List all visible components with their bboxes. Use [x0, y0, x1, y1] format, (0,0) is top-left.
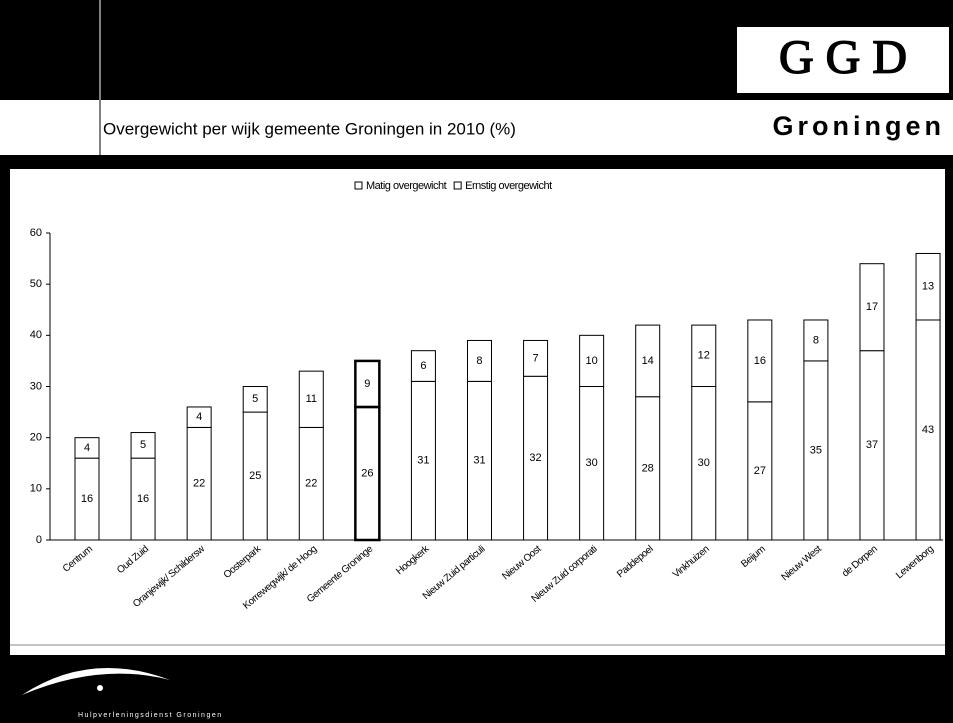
- data-label: 35: [810, 444, 822, 456]
- data-label: 31: [473, 455, 485, 467]
- bar-segment: [130, 432, 156, 459]
- bar-segment: [410, 350, 436, 382]
- data-label: 25: [249, 470, 261, 482]
- data-label: 16: [81, 493, 93, 505]
- footer-band: [0, 655, 953, 723]
- data-label: 4: [84, 442, 90, 454]
- left-border: [0, 169, 10, 655]
- legend: Matig overgewicht Ernstig overgewicht: [354, 180, 553, 192]
- data-label: 8: [476, 355, 482, 367]
- bar-segment: [691, 324, 717, 388]
- bar-segment: [354, 405, 381, 542]
- data-label: 22: [305, 478, 317, 490]
- bar-segment: [691, 386, 717, 541]
- y-tick-label: 60: [30, 227, 42, 239]
- bar-segment: [354, 359, 381, 409]
- data-label: 43: [922, 424, 934, 436]
- logo: G G D: [779, 31, 907, 84]
- separator-band: [0, 155, 953, 169]
- data-label: 10: [586, 355, 598, 367]
- data-label: 30: [586, 457, 598, 469]
- y-tick-label: 20: [30, 432, 42, 444]
- bar-segment: [859, 350, 885, 541]
- data-label: 9: [364, 378, 370, 390]
- footer-logo-dot: [97, 685, 103, 691]
- data-label: 26: [361, 467, 373, 479]
- bar-segment: [74, 437, 100, 459]
- bar-segment: [242, 386, 268, 413]
- bar-segment: [915, 252, 941, 321]
- y-tick-label: 10: [30, 483, 42, 495]
- data-label: 8: [813, 334, 819, 346]
- legend-label: Matig overgewicht: [366, 180, 447, 192]
- data-label: 37: [866, 439, 878, 451]
- data-label: 4: [196, 411, 202, 423]
- bar-segment: [635, 324, 661, 398]
- x-tick-label: Beijum: [739, 544, 767, 570]
- x-tick-label: Oud Zuid: [115, 544, 151, 576]
- bar-segment: [579, 386, 605, 541]
- data-label: 17: [866, 301, 878, 313]
- legend-swatch: [354, 181, 363, 190]
- bar-segment: [242, 411, 268, 541]
- bar-segment: [747, 401, 773, 541]
- logo-box: [737, 27, 949, 93]
- footer-text: Hulpverleningsdienst Groningen: [78, 712, 223, 719]
- data-label: 5: [252, 393, 258, 405]
- right-border: [945, 169, 953, 655]
- x-tick-label: Paddepoel: [615, 544, 655, 580]
- x-tick-label: Nieuw Oost: [500, 543, 543, 582]
- y-tick-label: 30: [30, 380, 42, 392]
- bar-segment: [803, 360, 829, 541]
- bar-segment: [579, 334, 605, 388]
- bar-segment: [74, 457, 100, 541]
- bar-segment: [186, 406, 212, 428]
- data-label: 5: [140, 439, 146, 451]
- legend-swatch: [453, 181, 462, 190]
- bar-segment: [523, 339, 549, 377]
- data-label: 13: [922, 281, 934, 293]
- data-label: 31: [417, 455, 429, 467]
- data-label: 12: [698, 350, 710, 362]
- y-tick-label: 40: [30, 329, 42, 341]
- bar-segment: [466, 339, 492, 382]
- legend-label: Ernstig overgewicht: [465, 180, 552, 192]
- bar-segment: [298, 426, 324, 541]
- footer-logo-arc: [22, 668, 170, 695]
- x-tick-label: Oosterpark: [222, 543, 264, 581]
- data-label: 22: [193, 478, 205, 490]
- data-label: 30: [698, 457, 710, 469]
- y-tick-label: 0: [36, 534, 42, 546]
- x-tick-label: Vinkhuizen: [671, 544, 712, 581]
- x-tick-label: Nieuw West: [780, 543, 825, 583]
- y-tick-label: 50: [30, 278, 42, 290]
- data-label: 16: [137, 493, 149, 505]
- data-label: 7: [532, 352, 538, 364]
- bar-segment: [410, 380, 436, 541]
- data-label: 14: [642, 355, 654, 367]
- bar-segment: [298, 370, 324, 428]
- bar-segment: [635, 396, 661, 541]
- data-label: 27: [754, 465, 766, 477]
- x-tick-label: Lewenborg: [894, 544, 936, 581]
- bar-segment: [859, 263, 885, 352]
- logo-subtitle: Groningen: [773, 111, 946, 141]
- bar-segment: [130, 457, 156, 541]
- title-band: [0, 100, 953, 155]
- chart-title: Overgewicht per wijk gemeente Groningen …: [103, 119, 516, 138]
- bar-segment: [803, 319, 829, 362]
- bar-segment: [747, 319, 773, 403]
- x-tick-label: de Dorpen: [840, 544, 879, 580]
- data-label: 6: [420, 360, 426, 372]
- data-label: 11: [306, 393, 317, 405]
- data-label: 16: [754, 355, 766, 367]
- data-label: 32: [529, 452, 541, 464]
- data-label: 28: [642, 462, 654, 474]
- x-tick-label: Hoogkerk: [394, 543, 432, 577]
- bar-segment: [523, 375, 549, 541]
- x-tick-label: Centrum: [61, 544, 95, 575]
